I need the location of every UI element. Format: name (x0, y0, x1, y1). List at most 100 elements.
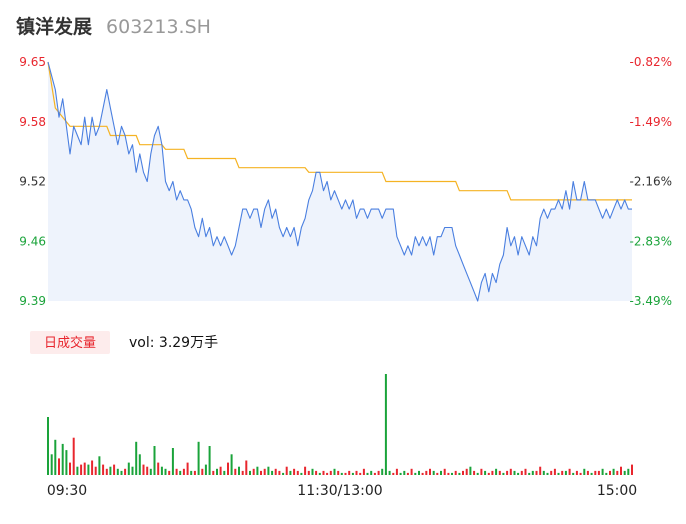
volume-bar (476, 472, 479, 475)
volume-bar (542, 470, 545, 475)
price-tick-label: 9.46 (19, 234, 46, 248)
volume-bar (135, 441, 138, 475)
volume-bar (61, 443, 64, 475)
stock-name: 镇洋发展 (16, 16, 93, 38)
average-line (47, 61, 632, 201)
volume-bar (315, 470, 318, 475)
volume-bar (414, 472, 417, 475)
volume-bar (473, 470, 476, 475)
volume-bar (609, 470, 611, 475)
volume-bar (384, 374, 387, 475)
volume-bar (410, 468, 413, 475)
volume-bar (631, 464, 633, 475)
price-tick-label: 9.52 (19, 175, 46, 189)
volume-bar (535, 470, 538, 475)
percent-tick-label: -2.83% (630, 234, 672, 248)
volume-bar (113, 464, 116, 475)
volume-bar (362, 468, 365, 475)
volume-bar (105, 468, 108, 475)
volume-bar (399, 472, 402, 475)
volume-header: 日成交量 vol: 3.29万手 (30, 331, 218, 354)
volume-bar (227, 462, 229, 475)
percent-tick-label: -3.49% (630, 294, 672, 308)
volume-bar (359, 472, 362, 475)
volume-bar (83, 462, 86, 475)
volume-bar (256, 466, 259, 475)
volume-bar (586, 470, 589, 475)
volume-bar (322, 470, 325, 475)
volume-bar (590, 472, 593, 475)
volume-bar (252, 468, 255, 475)
volume-bar (594, 470, 597, 475)
volume-bar (241, 470, 244, 475)
volume-bar (550, 470, 553, 475)
volume-bar (351, 472, 354, 475)
volume-bar (531, 470, 534, 475)
volume-bar (201, 468, 204, 475)
volume-bar (436, 472, 439, 475)
volume-bar (193, 470, 196, 475)
time-tick-label: 09:30 (47, 483, 87, 499)
price-area (48, 62, 632, 301)
volume-bar (524, 468, 527, 475)
volume-bar (293, 468, 296, 475)
time-axis: 09:30 11:30/13:00 15:00 (47, 483, 637, 499)
volume-bar (377, 470, 380, 475)
volume-bar (432, 470, 435, 475)
volume-bar (153, 446, 156, 475)
volume-bar (219, 466, 222, 475)
volume-bar (425, 470, 428, 475)
volume-bar (579, 472, 582, 475)
volume-bar (263, 468, 266, 475)
volume-bar (513, 470, 516, 475)
volume-bar (568, 468, 571, 475)
percent-tick-label: -0.82% (630, 55, 672, 69)
volume-bar (271, 470, 274, 475)
volume-bar (561, 470, 564, 475)
volume-bar (546, 472, 549, 475)
volume-bar (465, 468, 468, 475)
volume-bar (421, 472, 424, 475)
volume-bar (491, 470, 494, 475)
volume-bar (304, 466, 307, 475)
volume-bar (557, 472, 560, 475)
volume-bar (171, 448, 174, 475)
volume-bar (204, 464, 207, 475)
volume-bar (116, 468, 119, 475)
volume-bar (326, 472, 329, 475)
average-price-line (47, 61, 632, 201)
volume-bar (146, 466, 149, 475)
volume-bar (69, 462, 71, 475)
volume-bar (149, 468, 152, 475)
volume-label-badge (30, 331, 110, 354)
volume-bar (311, 468, 314, 475)
volume-bar (289, 470, 292, 475)
volume-bar (447, 472, 450, 475)
volume-bar (54, 439, 57, 475)
title-bar: 镇洋发展 603213.SH (16, 12, 211, 40)
volume-bar (553, 468, 556, 475)
volume-bar (142, 464, 145, 475)
volume-bar (583, 468, 586, 475)
volume-bar (80, 464, 83, 475)
volume-label: 日成交量 (44, 335, 96, 351)
volume-bar (601, 468, 604, 475)
volume-bar (616, 470, 619, 475)
volume-bar (381, 468, 384, 475)
volume-bar (484, 470, 487, 475)
volume-bar (58, 458, 60, 475)
price-tick-label: 9.58 (19, 115, 46, 129)
percent-axis: -0.82% -1.49% -2.16% -2.83% -3.49% (630, 55, 672, 308)
volume-bar (564, 470, 567, 475)
price-tick-label: 9.39 (19, 294, 46, 308)
volume-bar (392, 472, 395, 475)
volume-bar (487, 472, 490, 475)
price-line (47, 61, 632, 302)
volume-bar (182, 468, 185, 475)
volume-bar (109, 466, 112, 475)
price-area-fill (48, 62, 632, 301)
time-tick-label: 11:30/13:00 (297, 483, 382, 499)
volume-bar (212, 470, 215, 475)
volume-value: vol: 3.29万手 (129, 335, 218, 351)
